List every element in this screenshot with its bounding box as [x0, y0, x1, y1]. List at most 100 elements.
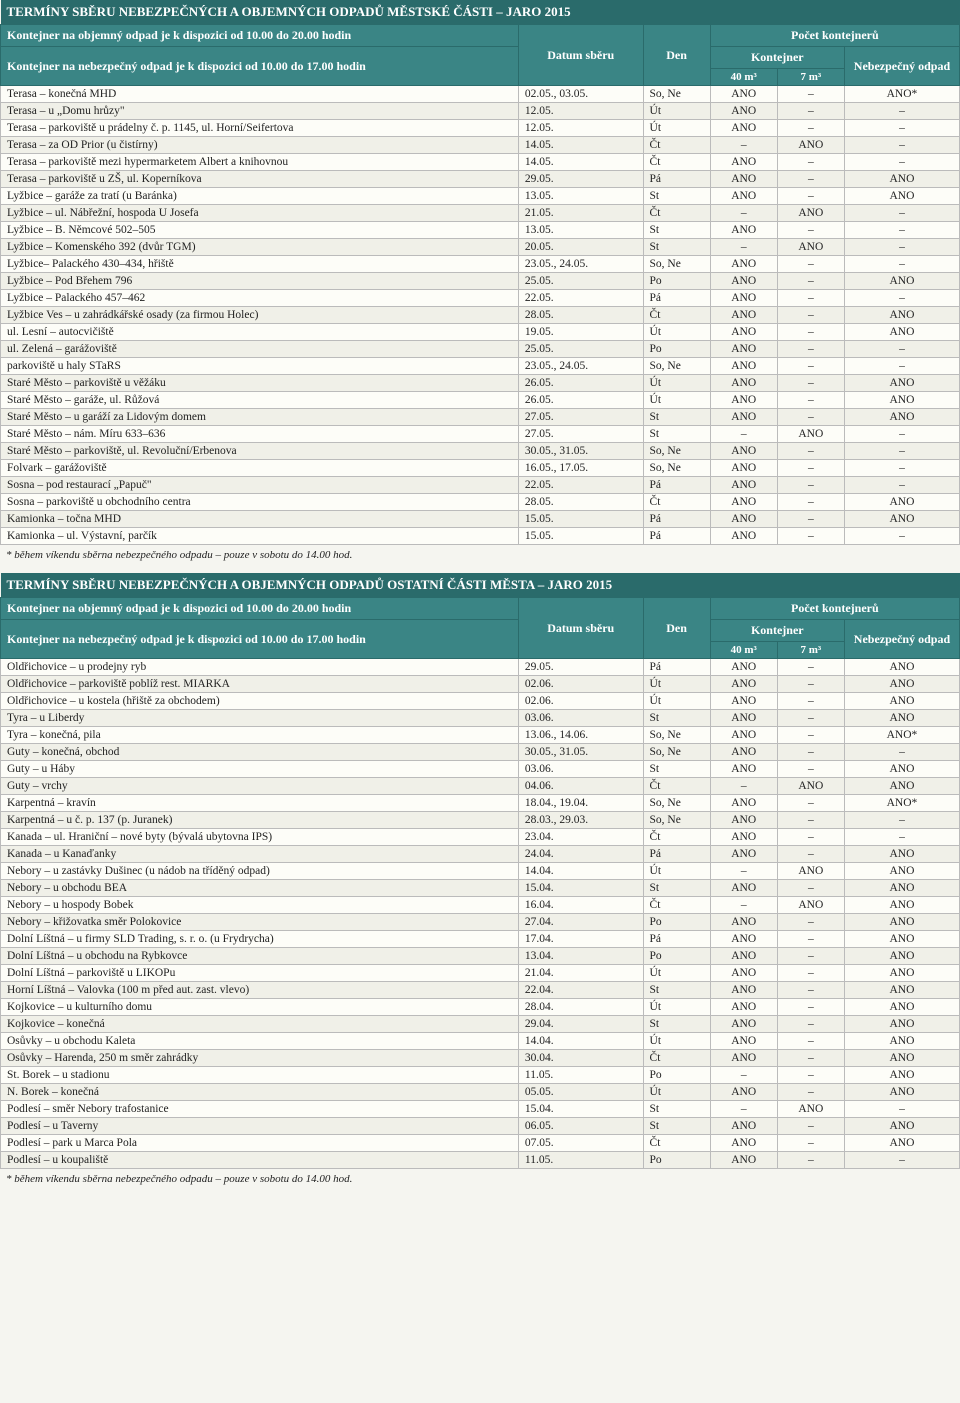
cell-date: 05.05.: [518, 1084, 643, 1101]
cell-day: Pá: [643, 290, 710, 307]
cell-40m3: ANO: [710, 982, 777, 999]
cell-nebezpecny: ANO: [844, 931, 959, 948]
cell-day: Po: [643, 1152, 710, 1169]
table-row: Osůvky – Harenda, 250 m směr zahrádky30.…: [1, 1050, 960, 1067]
cell-location: Podlesí – u koupaliště: [1, 1152, 519, 1169]
cell-40m3: –: [710, 778, 777, 795]
cell-date: 25.05.: [518, 273, 643, 290]
cell-nebezpecny: ANO*: [844, 727, 959, 744]
cell-date: 22.05.: [518, 477, 643, 494]
cell-location: Guty – konečná, obchod: [1, 744, 519, 761]
cell-7m3: –: [777, 324, 844, 341]
cell-7m3: –: [777, 256, 844, 273]
cell-7m3: –: [777, 1084, 844, 1101]
cell-day: So, Ne: [643, 443, 710, 460]
cell-location: Guty – u Háby: [1, 761, 519, 778]
cell-7m3: –: [777, 120, 844, 137]
cell-nebezpecny: –: [844, 1152, 959, 1169]
cell-location: Lyžbice – B. Němcové 502–505: [1, 222, 519, 239]
cell-location: Nebory – u hospody Bobek: [1, 897, 519, 914]
cell-40m3: ANO: [710, 358, 777, 375]
cell-nebezpecny: –: [844, 239, 959, 256]
table-row: Lyžbice– Palackého 430–434, hřiště23.05.…: [1, 256, 960, 273]
table-row: Sosna – parkoviště u obchodního centra28…: [1, 494, 960, 511]
cell-7m3: –: [777, 880, 844, 897]
cell-40m3: ANO: [710, 1118, 777, 1135]
cell-date: 28.05.: [518, 494, 643, 511]
cell-location: Osůvky – Harenda, 250 m směr zahrádky: [1, 1050, 519, 1067]
cell-40m3: ANO: [710, 273, 777, 290]
cell-date: 23.05., 24.05.: [518, 358, 643, 375]
cell-day: Út: [643, 676, 710, 693]
footnote: * během víkendu sběrna nebezpečného odpa…: [0, 1169, 960, 1189]
header-40m3: 40 m³: [710, 642, 777, 659]
table-row: Staré Město – parkoviště u věžáku26.05.Ú…: [1, 375, 960, 392]
cell-location: St. Borek – u stadionu: [1, 1067, 519, 1084]
cell-40m3: ANO: [710, 375, 777, 392]
cell-7m3: –: [777, 460, 844, 477]
cell-location: Kamionka – točna MHD: [1, 511, 519, 528]
cell-location: Terasa – za OD Prior (u čistírny): [1, 137, 519, 154]
cell-location: Oldřichovice – parkoviště poblíž rest. M…: [1, 676, 519, 693]
cell-day: Čt: [643, 307, 710, 324]
cell-location: Lyžbice – ul. Nábřežní, hospoda U Josefa: [1, 205, 519, 222]
cell-location: Lyžbice– Palackého 430–434, hřiště: [1, 256, 519, 273]
cell-date: 03.06.: [518, 710, 643, 727]
table-row: Dolní Líštná – parkoviště u LIKOPu21.04.…: [1, 965, 960, 982]
cell-location: Nebory – u obchodu BEA: [1, 880, 519, 897]
cell-nebezpecny: –: [844, 812, 959, 829]
cell-location: Horní Líštná – Valovka (100 m před aut. …: [1, 982, 519, 999]
cell-day: Po: [643, 914, 710, 931]
cell-location: Nebory – u zastávky Dušinec (u nádob na …: [1, 863, 519, 880]
cell-day: St: [643, 409, 710, 426]
table-row: Terasa – parkoviště u ZŠ, ul. Koperníkov…: [1, 171, 960, 188]
cell-day: So, Ne: [643, 86, 710, 103]
table-row: Sosna – pod restaurací „Papuč"22.05.PáAN…: [1, 477, 960, 494]
cell-location: Oldřichovice – u prodejny ryb: [1, 659, 519, 676]
cell-nebezpecny: –: [844, 528, 959, 545]
table-row: Terasa – u „Domu hrůzy"12.05.ÚtANO––: [1, 103, 960, 120]
cell-day: Út: [643, 392, 710, 409]
cell-location: Lyžbice Ves – u zahrádkářské osady (za f…: [1, 307, 519, 324]
cell-7m3: –: [777, 1033, 844, 1050]
cell-date: 15.05.: [518, 511, 643, 528]
cell-location: Podlesí – směr Nebory trafostanice: [1, 1101, 519, 1118]
cell-nebezpecny: ANO: [844, 1016, 959, 1033]
cell-40m3: ANO: [710, 1033, 777, 1050]
header-pocet: Počet kontejnerů: [710, 598, 959, 620]
cell-date: 21.05.: [518, 205, 643, 222]
cell-location: Osůvky – u obchodu Kaleta: [1, 1033, 519, 1050]
cell-date: 06.05.: [518, 1118, 643, 1135]
cell-nebezpecny: ANO: [844, 1067, 959, 1084]
cell-date: 13.05.: [518, 188, 643, 205]
cell-day: Út: [643, 965, 710, 982]
table-row: Dolní Líštná – u obchodu na Rybkovce13.0…: [1, 948, 960, 965]
cell-nebezpecny: ANO: [844, 494, 959, 511]
cell-7m3: –: [777, 761, 844, 778]
header-nebezpecny: Nebezpečný odpad: [844, 47, 959, 86]
collection-schedule-table: TERMÍNY SBĚRU NEBEZPEČNÝCH A OBJEMNÝCH O…: [0, 573, 960, 1189]
cell-location: Nebory – křižovatka směr Polokovice: [1, 914, 519, 931]
cell-day: Pá: [643, 511, 710, 528]
cell-40m3: ANO: [710, 256, 777, 273]
cell-location: Sosna – pod restaurací „Papuč": [1, 477, 519, 494]
cell-7m3: ANO: [777, 205, 844, 222]
cell-7m3: –: [777, 188, 844, 205]
cell-day: Út: [643, 375, 710, 392]
table-row: Tyra – u Liberdy03.06.StANO–ANO: [1, 710, 960, 727]
cell-location: Oldřichovice – u kostela (hřiště za obch…: [1, 693, 519, 710]
cell-location: Lyžbice – garáže za tratí (u Baránka): [1, 188, 519, 205]
cell-date: 07.05.: [518, 1135, 643, 1152]
cell-location: Tyra – konečná, pila: [1, 727, 519, 744]
cell-nebezpecny: –: [844, 154, 959, 171]
cell-7m3: –: [777, 1152, 844, 1169]
cell-7m3: –: [777, 358, 844, 375]
cell-location: Kanada – ul. Hraniční – nové byty (býval…: [1, 829, 519, 846]
cell-nebezpecny: ANO: [844, 375, 959, 392]
cell-date: 02.05., 03.05.: [518, 86, 643, 103]
cell-7m3: –: [777, 727, 844, 744]
cell-40m3: ANO: [710, 1050, 777, 1067]
header-kontejner: Kontejner: [710, 620, 844, 642]
cell-day: So, Ne: [643, 460, 710, 477]
cell-nebezpecny: –: [844, 426, 959, 443]
